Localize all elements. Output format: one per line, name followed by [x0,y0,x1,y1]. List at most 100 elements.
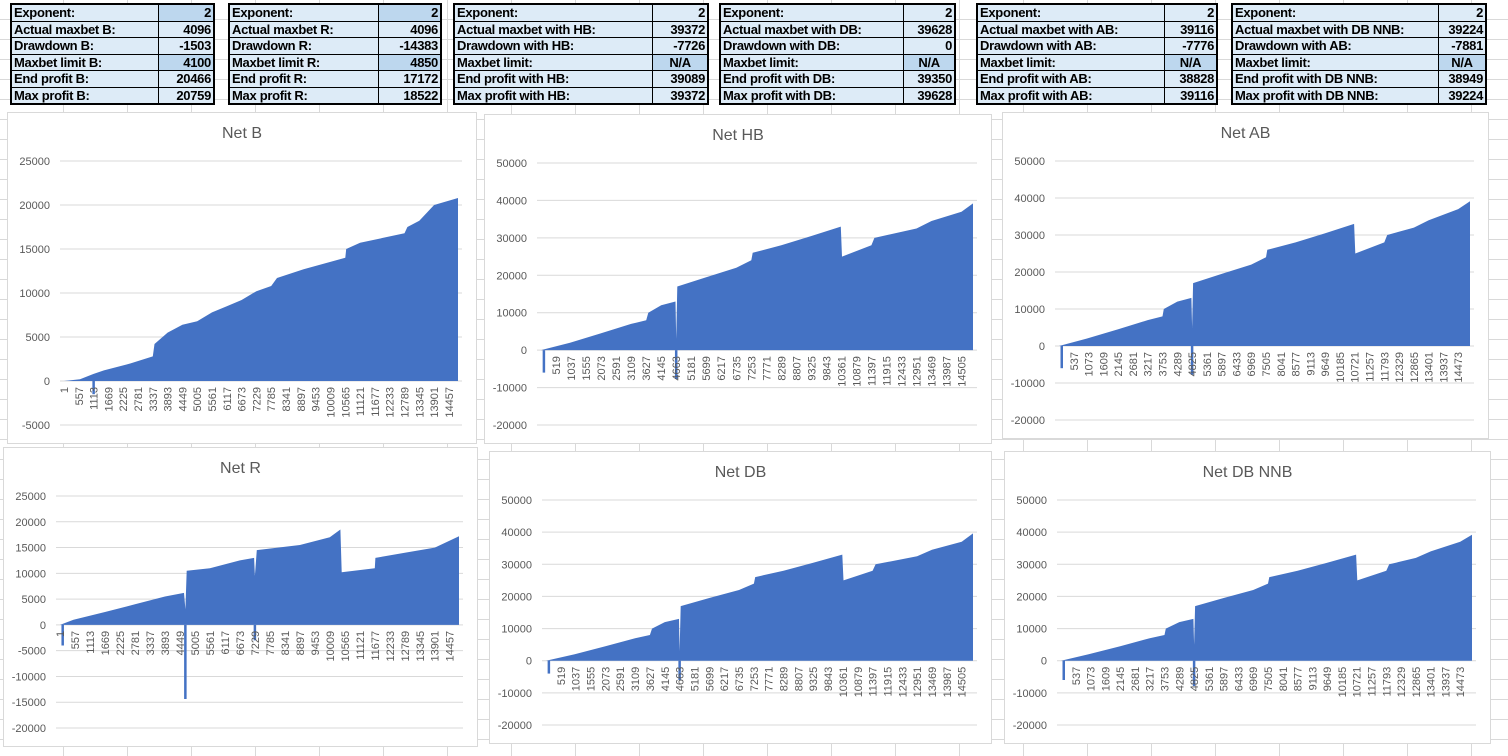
stat-value[interactable]: -14383 [378,37,442,55]
stat-value[interactable]: 2 [652,3,709,22]
stat-label[interactable]: Actual maxbet with HB: [453,20,654,38]
stat-label[interactable]: Maxbet limit: [1231,53,1440,71]
stat-label[interactable]: Actual maxbet B: [10,20,160,38]
x-tick-label: 10565 [340,631,352,662]
stat-label[interactable]: End profit B: [10,70,160,88]
stat-label[interactable]: Drawdown R: [228,37,380,55]
stat-label[interactable]: Maxbet limit B: [10,53,160,71]
stat-label[interactable]: Drawdown with DB: [719,37,905,55]
x-tick-label: 11915 [881,356,893,386]
stat-value[interactable]: 38828 [1164,70,1218,88]
stat-label[interactable]: Exponent: [976,3,1166,22]
stat-value[interactable]: -1503 [158,37,215,55]
table-row: Exponent: 2 [228,3,442,22]
chart-net-ab[interactable]: 50000 40000 30000 20000 10000 0 -10000 -20000 53… [1002,112,1489,439]
chart-net-b[interactable]: 25000 20000 15000 10000 5000 0 -5000 1 557 1113 16… [7,112,477,444]
stat-value[interactable]: 39116 [1164,20,1218,38]
stat-value[interactable]: 2 [1438,3,1487,22]
stat-label[interactable]: Exponent: [1231,3,1440,22]
stat-label[interactable]: Maxbet limit: [453,53,654,71]
x-tick-label: 1 [59,387,71,393]
y-tick-label: 50000 [496,158,527,170]
stat-value[interactable]: 39628 [903,86,956,105]
stat-value[interactable]: -7726 [652,37,709,55]
x-tick-label: 2073 [600,667,612,691]
stat-value[interactable]: 4096 [158,20,215,38]
x-tick-label: 9113 [1305,352,1317,376]
stat-value[interactable]: 39350 [903,70,956,88]
stat-label[interactable]: Drawdown with AB: [1231,37,1440,55]
x-tick-label: 1609 [1100,667,1112,691]
stat-label[interactable]: End profit with DB: [719,70,905,88]
x-tick-label: 11121 [355,631,367,660]
stat-value[interactable]: 2 [378,3,442,22]
x-tick-label: 1609 [1098,352,1110,376]
stat-value[interactable]: 2 [1164,3,1218,22]
stat-label[interactable]: End profit with AB: [976,70,1166,88]
stat-label[interactable]: Actual maxbet with DB NNB: [1231,20,1440,38]
stat-label[interactable]: Maxbet limit R: [228,53,380,71]
stat-value[interactable]: 38949 [1438,70,1487,88]
stat-value[interactable]: 20466 [158,70,215,88]
stat-value[interactable]: 2 [903,3,956,22]
stat-label[interactable]: Max profit with HB: [453,86,654,105]
table-row: Exponent: 2 [1231,3,1487,22]
stat-label[interactable]: Exponent: [719,3,905,22]
stat-value[interactable]: N/A [903,53,956,71]
stat-label[interactable]: End profit R: [228,70,380,88]
stat-label[interactable]: Exponent: [228,3,380,22]
stat-value[interactable]: -7881 [1438,37,1487,55]
stat-value[interactable]: 39372 [652,86,709,105]
stat-label[interactable]: Drawdown with AB: [976,37,1166,55]
y-tick-label: 20000 [19,200,50,212]
stat-value[interactable]: 4096 [378,20,442,38]
stat-value[interactable]: 39116 [1164,86,1218,105]
stat-value[interactable]: N/A [652,53,709,71]
stat-label[interactable]: Max profit B: [10,86,160,105]
stat-label[interactable]: Max profit R: [228,86,380,105]
stat-label[interactable]: End profit with HB: [453,70,654,88]
stat-value[interactable]: 39224 [1438,20,1487,38]
series-area [1061,534,1472,661]
stat-value[interactable]: 39372 [652,20,709,38]
stat-label[interactable]: Exponent: [10,3,160,22]
stat-value[interactable]: 17172 [378,70,442,88]
x-tick-label: 1555 [581,356,593,380]
stat-label[interactable]: Actual maxbet with DB: [719,20,905,38]
chart-net-db-nnb[interactable]: 50000 40000 30000 20000 10000 0 -10000 -20000 53… [1004,451,1491,744]
stat-value[interactable]: 20759 [158,86,215,105]
chart-net-r[interactable]: 25000 20000 15000 10000 5000 0 -5000 -10000 -150… [3,447,478,747]
stats-table-db-nnb: Exponent: 2 Actual maxbet with DB NNB: 3922… [1231,3,1487,105]
stat-label[interactable]: Max profit with DB: [719,86,905,105]
stat-label[interactable]: End profit with DB NNB: [1231,70,1440,88]
x-tick-label: 5005 [192,387,204,411]
stat-value[interactable]: 18522 [378,86,442,105]
chart-net-hb[interactable]: 50000 40000 30000 20000 10000 0 -10000 -20000 51… [484,114,992,444]
stat-value[interactable]: -7776 [1164,37,1218,55]
chart-net-db[interactable]: 50000 40000 30000 20000 10000 0 -10000 -20000 51… [489,451,992,744]
stat-value[interactable]: N/A [1164,53,1218,71]
stat-value[interactable]: 39224 [1438,86,1487,105]
stat-value[interactable]: 2 [158,3,215,22]
table-row: Drawdown with AB: -7881 [1231,37,1487,55]
stat-label[interactable]: Actual maxbet with AB: [976,20,1166,38]
stat-label[interactable]: Max profit with AB: [976,86,1166,105]
x-tick-label: 3753 [1158,352,1170,376]
stat-value[interactable]: 0 [903,37,956,55]
stat-label[interactable]: Maxbet limit: [719,53,905,71]
stat-value[interactable]: 4100 [158,53,215,71]
stat-value[interactable]: 39089 [652,70,709,88]
stat-value[interactable]: N/A [1438,53,1487,71]
stat-label[interactable]: Max profit with DB NNB: [1231,86,1440,105]
y-tick-label: 25000 [19,156,50,168]
x-tick-label: 3893 [163,387,175,411]
stat-label[interactable]: Actual maxbet R: [228,20,380,38]
stat-value[interactable]: 4850 [378,53,442,71]
stat-label[interactable]: Drawdown with HB: [453,37,654,55]
stat-label[interactable]: Maxbet limit: [976,53,1166,71]
table-row: End profit with AB: 38828 [976,70,1218,88]
stat-label[interactable]: Exponent: [453,3,654,22]
table-row: End profit B: 20466 [10,70,215,88]
stat-value[interactable]: 39628 [903,20,956,38]
stat-label[interactable]: Drawdown B: [10,37,160,55]
